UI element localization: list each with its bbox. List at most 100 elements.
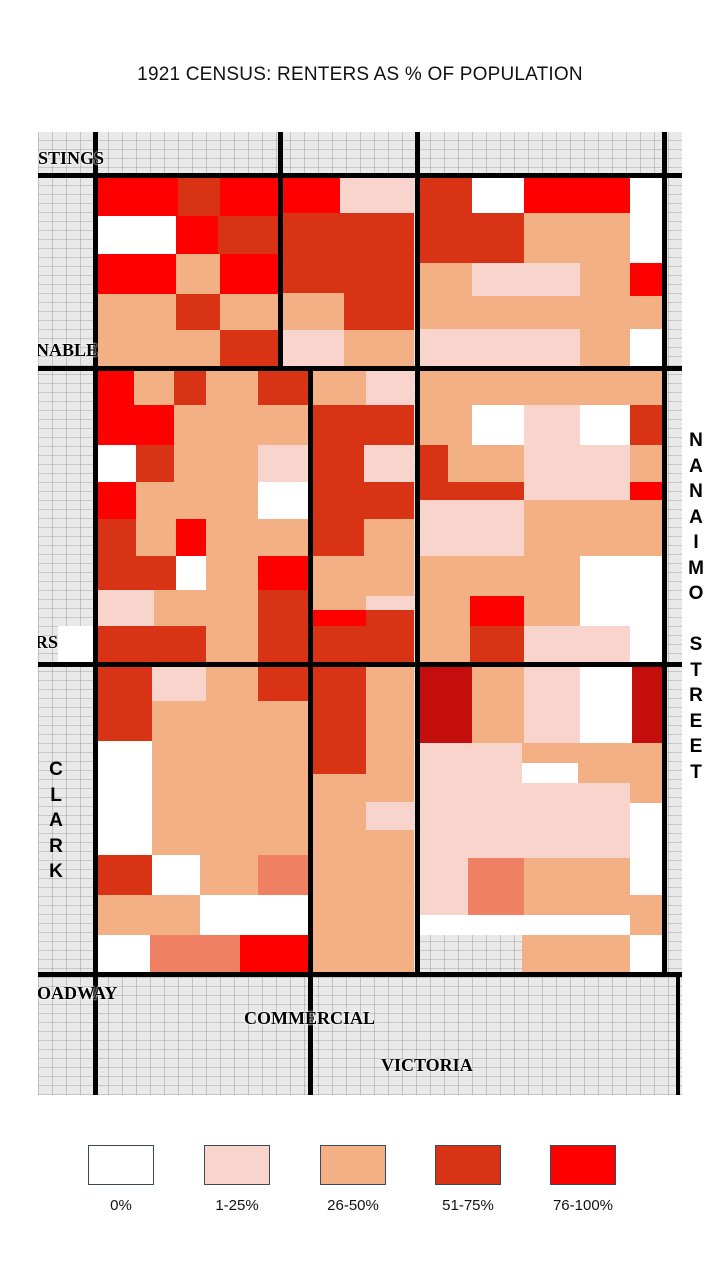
block-cell bbox=[96, 330, 220, 366]
block-cell bbox=[178, 176, 220, 216]
block-cell bbox=[630, 500, 662, 556]
road-line bbox=[38, 662, 682, 667]
block-cell bbox=[630, 176, 662, 213]
block-cell bbox=[258, 482, 308, 519]
block-cell bbox=[420, 329, 580, 366]
block-cell bbox=[96, 666, 152, 701]
label-letter: K bbox=[49, 861, 65, 882]
block-cell bbox=[96, 370, 134, 405]
label-letter: R bbox=[49, 835, 65, 857]
block-cell bbox=[630, 482, 662, 500]
block-cell bbox=[206, 370, 258, 405]
block-cell bbox=[420, 405, 472, 445]
block-cell bbox=[258, 370, 308, 405]
road-line bbox=[93, 132, 98, 1095]
label-letter: E bbox=[689, 710, 705, 732]
block-cell bbox=[96, 590, 154, 626]
block-cell bbox=[152, 666, 206, 701]
block-cell bbox=[524, 482, 630, 500]
legend-item: 0% bbox=[88, 1145, 154, 1214]
legend-swatch bbox=[204, 1145, 270, 1185]
block-cell bbox=[420, 482, 524, 500]
block-cell bbox=[524, 296, 630, 329]
block-cell bbox=[176, 216, 218, 254]
block-cell bbox=[150, 935, 240, 973]
block-cell bbox=[206, 626, 258, 662]
block-cell bbox=[470, 596, 524, 626]
block-cell bbox=[630, 445, 662, 482]
block-cell bbox=[312, 482, 414, 519]
block-cell bbox=[200, 895, 308, 935]
legend-swatch bbox=[435, 1145, 501, 1185]
block-cell bbox=[96, 935, 150, 973]
block-cell bbox=[580, 405, 630, 445]
block-cell bbox=[420, 743, 522, 763]
block-cell bbox=[96, 855, 152, 895]
block-cell bbox=[344, 330, 414, 366]
legend-label: 51-75% bbox=[442, 1197, 494, 1214]
block-cell bbox=[96, 701, 152, 741]
block-cell bbox=[468, 858, 524, 915]
block-cell bbox=[420, 176, 472, 213]
block-cell bbox=[630, 405, 662, 445]
block-cell bbox=[630, 895, 664, 915]
block-cell bbox=[176, 254, 220, 294]
block-cell bbox=[366, 596, 414, 610]
block-cell bbox=[220, 254, 278, 294]
block-cell bbox=[630, 783, 664, 803]
block-cell bbox=[630, 329, 662, 366]
label-letter: O bbox=[688, 583, 706, 604]
street-label-venables: VENABLE bbox=[38, 340, 99, 360]
legend-label: 1-25% bbox=[215, 1197, 259, 1214]
block-cell bbox=[96, 895, 200, 935]
street-label-hastings: HASTINGS bbox=[38, 148, 105, 168]
block-cell bbox=[470, 626, 524, 662]
block-cell bbox=[524, 445, 630, 482]
legend-item: 1-25% bbox=[204, 1145, 270, 1214]
block-cell bbox=[258, 556, 308, 590]
block-cell bbox=[176, 519, 206, 556]
legend-label: 26-50% bbox=[327, 1197, 379, 1214]
label-letter bbox=[686, 607, 708, 633]
block-cell bbox=[420, 445, 448, 482]
block-cell bbox=[206, 519, 308, 556]
label-letter: C bbox=[49, 759, 65, 780]
block-cell bbox=[312, 405, 414, 445]
block-cell bbox=[420, 213, 524, 263]
block-cell bbox=[632, 666, 664, 743]
block-cell bbox=[344, 293, 414, 330]
block-cell bbox=[312, 519, 364, 556]
block-cell bbox=[206, 556, 258, 590]
road-line bbox=[415, 132, 420, 977]
block-cell bbox=[220, 176, 278, 216]
street-label-broadway: BROADWAY bbox=[38, 983, 118, 1003]
legend: 0% 1-25% 26-50% 51-75% 76-100% bbox=[0, 1140, 720, 1220]
block-cell bbox=[420, 803, 630, 858]
block-cell bbox=[240, 935, 308, 973]
block-cell bbox=[258, 855, 308, 895]
block-cell bbox=[206, 405, 258, 445]
block-cell bbox=[630, 803, 664, 858]
block-cell bbox=[472, 263, 580, 296]
block-cell bbox=[524, 626, 630, 662]
block-cell bbox=[96, 294, 176, 330]
label-letter: T bbox=[690, 761, 704, 783]
block-cell bbox=[206, 666, 258, 701]
block-cell bbox=[366, 666, 414, 774]
road-line bbox=[278, 132, 283, 370]
block-cell bbox=[96, 482, 136, 519]
label-letter: T bbox=[690, 659, 704, 681]
block-cell bbox=[524, 596, 580, 626]
block-cell bbox=[522, 935, 630, 973]
block-cell bbox=[220, 330, 278, 366]
block-cell bbox=[96, 626, 206, 662]
road-line bbox=[38, 972, 682, 977]
block-cell bbox=[312, 556, 414, 596]
block-cell bbox=[258, 445, 308, 482]
street-label-first: FIRS bbox=[38, 632, 59, 652]
block-cell bbox=[152, 741, 308, 855]
block-cell bbox=[312, 610, 366, 626]
block-cell bbox=[154, 590, 206, 626]
map-title: 1921 CENSUS: RENTERS AS % OF POPULATION bbox=[137, 64, 583, 85]
block-cell bbox=[96, 216, 176, 254]
